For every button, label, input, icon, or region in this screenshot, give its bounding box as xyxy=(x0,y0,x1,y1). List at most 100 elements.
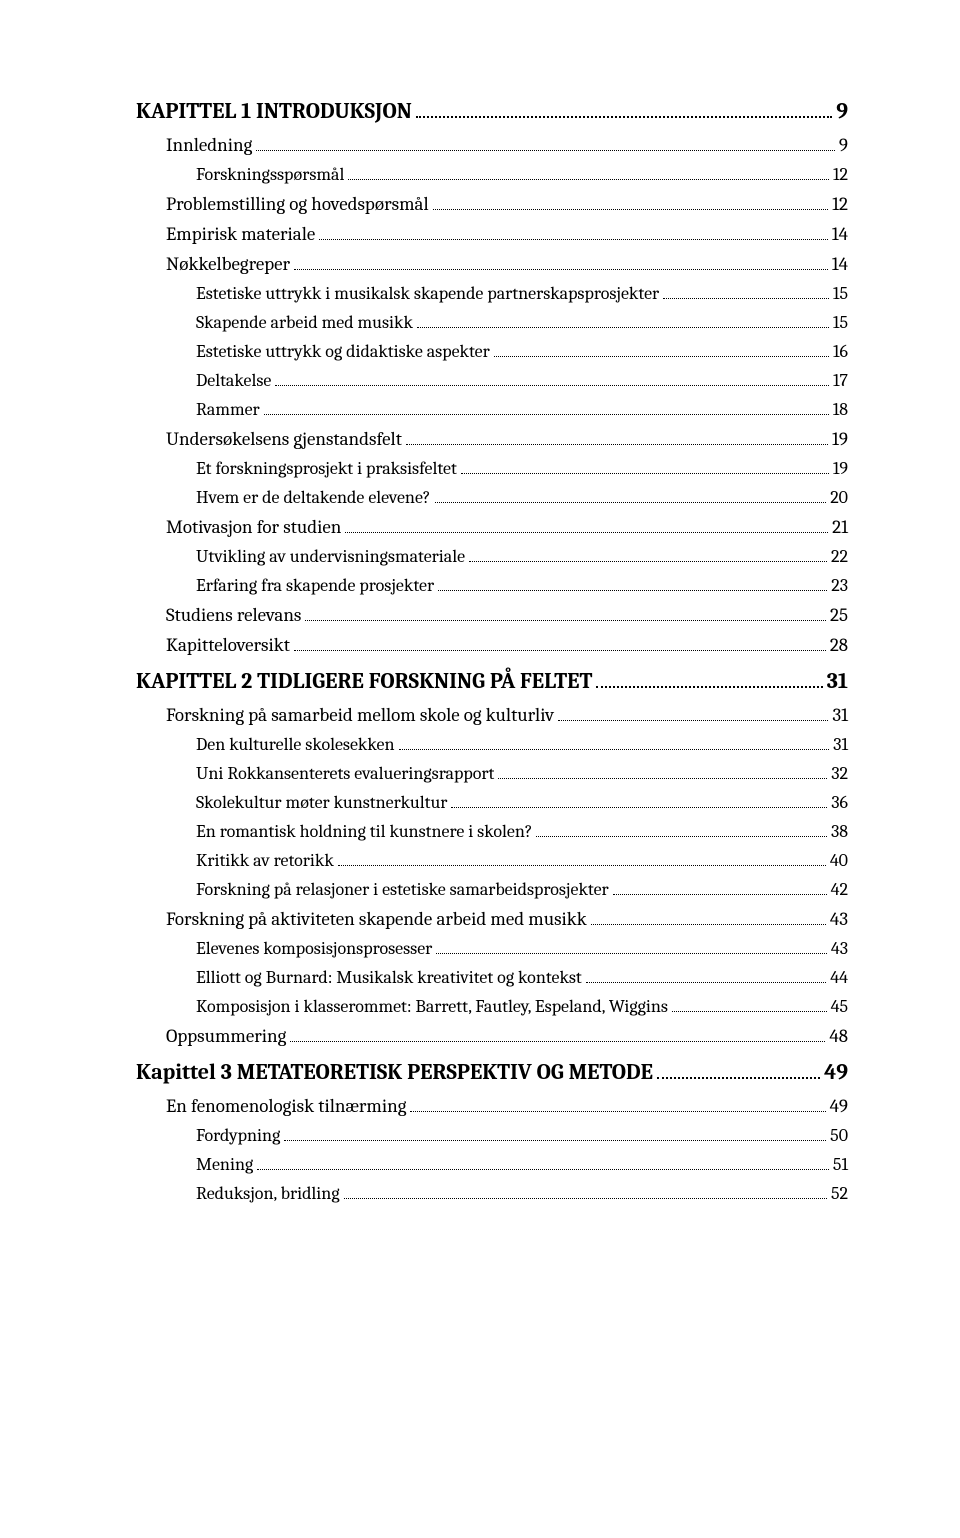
toc-entry-page: 16 xyxy=(833,341,848,362)
toc-entry-page: 17 xyxy=(833,370,848,391)
toc-entry: En romantisk holdning til kunstnere i sk… xyxy=(136,821,848,842)
toc-leader xyxy=(319,228,828,240)
toc-entry: Den kulturelle skolesekken 31 xyxy=(136,734,848,755)
toc-entry-page: 9 xyxy=(836,98,848,124)
toc-entry-text: Komposisjon i klasserommet: Barrett, Fau… xyxy=(196,996,668,1017)
toc-entry: Rammer18 xyxy=(136,399,848,420)
toc-entry: Elevenes komposisjonsprosesser 43 xyxy=(136,938,848,959)
toc-leader xyxy=(433,198,829,210)
toc-entry: Empirisk materiale14 xyxy=(136,223,848,245)
toc-entry-text: Undersøkelsens gjenstandsfelt xyxy=(166,428,402,450)
toc-entry-page: 32 xyxy=(831,763,848,784)
toc-entry: Forskningsspørsmål 12 xyxy=(136,164,848,185)
toc-leader xyxy=(345,521,828,533)
toc-leader xyxy=(348,168,829,180)
toc-entry-text: Hvem er de deltakende elevene? xyxy=(196,487,431,508)
toc-entry-text: Forskning på relasjoner i estetiske sama… xyxy=(196,879,609,900)
toc-leader xyxy=(305,609,826,621)
toc-entry-page: 12 xyxy=(833,164,848,185)
toc-entry-text: En romantisk holdning til kunstnere i sk… xyxy=(196,821,532,842)
toc-entry-text: Fordypning xyxy=(196,1125,280,1146)
toc-entry: Motivasjon for studien 21 xyxy=(136,516,848,538)
toc-entry-page: 43 xyxy=(831,938,848,959)
toc-entry-text: Forskning på samarbeid mellom skole og k… xyxy=(166,704,554,726)
toc-entry: Komposisjon i klasserommet: Barrett, Fau… xyxy=(136,996,848,1017)
toc-entry-page: 9 xyxy=(839,134,848,156)
toc-entry: Studiens relevans 25 xyxy=(136,604,848,626)
toc-entry: Reduksjon, bridling52 xyxy=(136,1183,848,1204)
toc-entry-page: 31 xyxy=(833,734,848,755)
toc-entry-page: 23 xyxy=(831,575,848,596)
toc-entry-text: Deltakelse xyxy=(196,370,271,391)
toc-entry-page: 48 xyxy=(829,1025,848,1047)
toc-entry: En fenomenologisk tilnærming 49 xyxy=(136,1095,848,1117)
toc-leader xyxy=(663,287,829,299)
toc-leader xyxy=(290,1030,825,1042)
toc-entry: Mening51 xyxy=(136,1154,848,1175)
toc-entry-page: 14 xyxy=(832,223,848,245)
toc-entry-text: KAPITTEL 2 TIDLIGERE FORSKNING PÅ FELTET xyxy=(136,668,592,694)
toc-leader xyxy=(435,491,827,503)
toc-entry-page: 19 xyxy=(833,458,848,479)
toc-entry-text: Skolekultur møter kunstnerkultur xyxy=(196,792,447,813)
toc-entry: Estetiske uttrykk i musikalsk skapende p… xyxy=(136,283,848,304)
toc-entry-page: 43 xyxy=(830,908,848,930)
toc-entry: Kapitteloversikt28 xyxy=(136,634,848,656)
toc-leader xyxy=(494,345,829,357)
toc-entry-page: 36 xyxy=(831,792,848,813)
toc-leader xyxy=(469,550,827,562)
toc-entry-page: 25 xyxy=(830,604,848,626)
toc-entry: Uni Rokkansenterets evalueringsrapport32 xyxy=(136,763,848,784)
toc-leader xyxy=(417,316,829,328)
toc-entry-text: Den kulturelle skolesekken xyxy=(196,734,395,755)
toc-entry-page: 19 xyxy=(832,428,848,450)
toc-entry-text: Motivasjon for studien xyxy=(166,516,341,538)
toc-entry-page: 49 xyxy=(830,1095,848,1117)
toc-entry-page: 49 xyxy=(824,1059,848,1085)
toc-leader xyxy=(438,579,827,591)
toc-entry-page: 28 xyxy=(830,634,848,656)
toc-leader xyxy=(410,1100,825,1112)
toc-entry: Forskning på samarbeid mellom skole og k… xyxy=(136,704,848,726)
toc-entry-page: 31 xyxy=(832,704,848,726)
toc-container: KAPITTEL 1 INTRODUKSJON9Innledning9Forsk… xyxy=(136,98,848,1204)
toc-page: KAPITTEL 1 INTRODUKSJON9Innledning9Forsk… xyxy=(0,0,960,1538)
toc-leader xyxy=(657,1065,820,1079)
toc-entry-page: 15 xyxy=(833,312,848,333)
toc-entry-page: 40 xyxy=(830,850,848,871)
toc-entry-page: 42 xyxy=(831,879,848,900)
toc-leader xyxy=(344,1187,827,1199)
toc-entry: KAPITTEL 2 TIDLIGERE FORSKNING PÅ FELTET… xyxy=(136,668,848,694)
toc-entry: Kapittel 3 METATEORETISK PERSPEKTIV OG M… xyxy=(136,1059,848,1085)
toc-entry-page: 45 xyxy=(831,996,848,1017)
toc-leader xyxy=(591,913,826,925)
toc-entry-text: Studiens relevans xyxy=(166,604,301,626)
toc-entry-text: Erfaring fra skapende prosjekter xyxy=(196,575,434,596)
toc-entry-page: 21 xyxy=(832,516,848,538)
toc-entry-text: Skapende arbeid med musikk xyxy=(196,312,413,333)
toc-entry-page: 20 xyxy=(830,487,848,508)
toc-leader xyxy=(294,258,828,270)
toc-entry: Forskning på relasjoner i estetiske sama… xyxy=(136,879,848,900)
toc-entry: Fordypning50 xyxy=(136,1125,848,1146)
toc-entry-text: Elliott og Burnard: Musikalsk kreativite… xyxy=(196,967,582,988)
toc-entry-text: Estetiske uttrykk i musikalsk skapende p… xyxy=(196,283,659,304)
toc-entry-text: Forskningsspørsmål xyxy=(196,164,344,185)
toc-entry-page: 44 xyxy=(830,967,848,988)
toc-entry-page: 38 xyxy=(831,821,848,842)
toc-leader xyxy=(451,796,827,808)
toc-entry-text: En fenomenologisk tilnærming xyxy=(166,1095,406,1117)
toc-leader xyxy=(399,738,830,750)
toc-leader xyxy=(498,767,827,779)
toc-entry-text: Elevenes komposisjonsprosesser xyxy=(196,938,432,959)
toc-leader xyxy=(338,854,826,866)
toc-entry: Skapende arbeid med musikk 15 xyxy=(136,312,848,333)
toc-entry-page: 12 xyxy=(832,193,848,215)
toc-entry: Forskning på aktiviteten skapende arbeid… xyxy=(136,908,848,930)
toc-entry: KAPITTEL 1 INTRODUKSJON9 xyxy=(136,98,848,124)
toc-entry: Estetiske uttrykk og didaktiske aspekter… xyxy=(136,341,848,362)
toc-entry-text: Forskning på aktiviteten skapende arbeid… xyxy=(166,908,587,930)
toc-entry-text: Utvikling av undervisningsmateriale xyxy=(196,546,465,567)
toc-leader xyxy=(257,1158,829,1170)
toc-leader xyxy=(586,971,827,983)
